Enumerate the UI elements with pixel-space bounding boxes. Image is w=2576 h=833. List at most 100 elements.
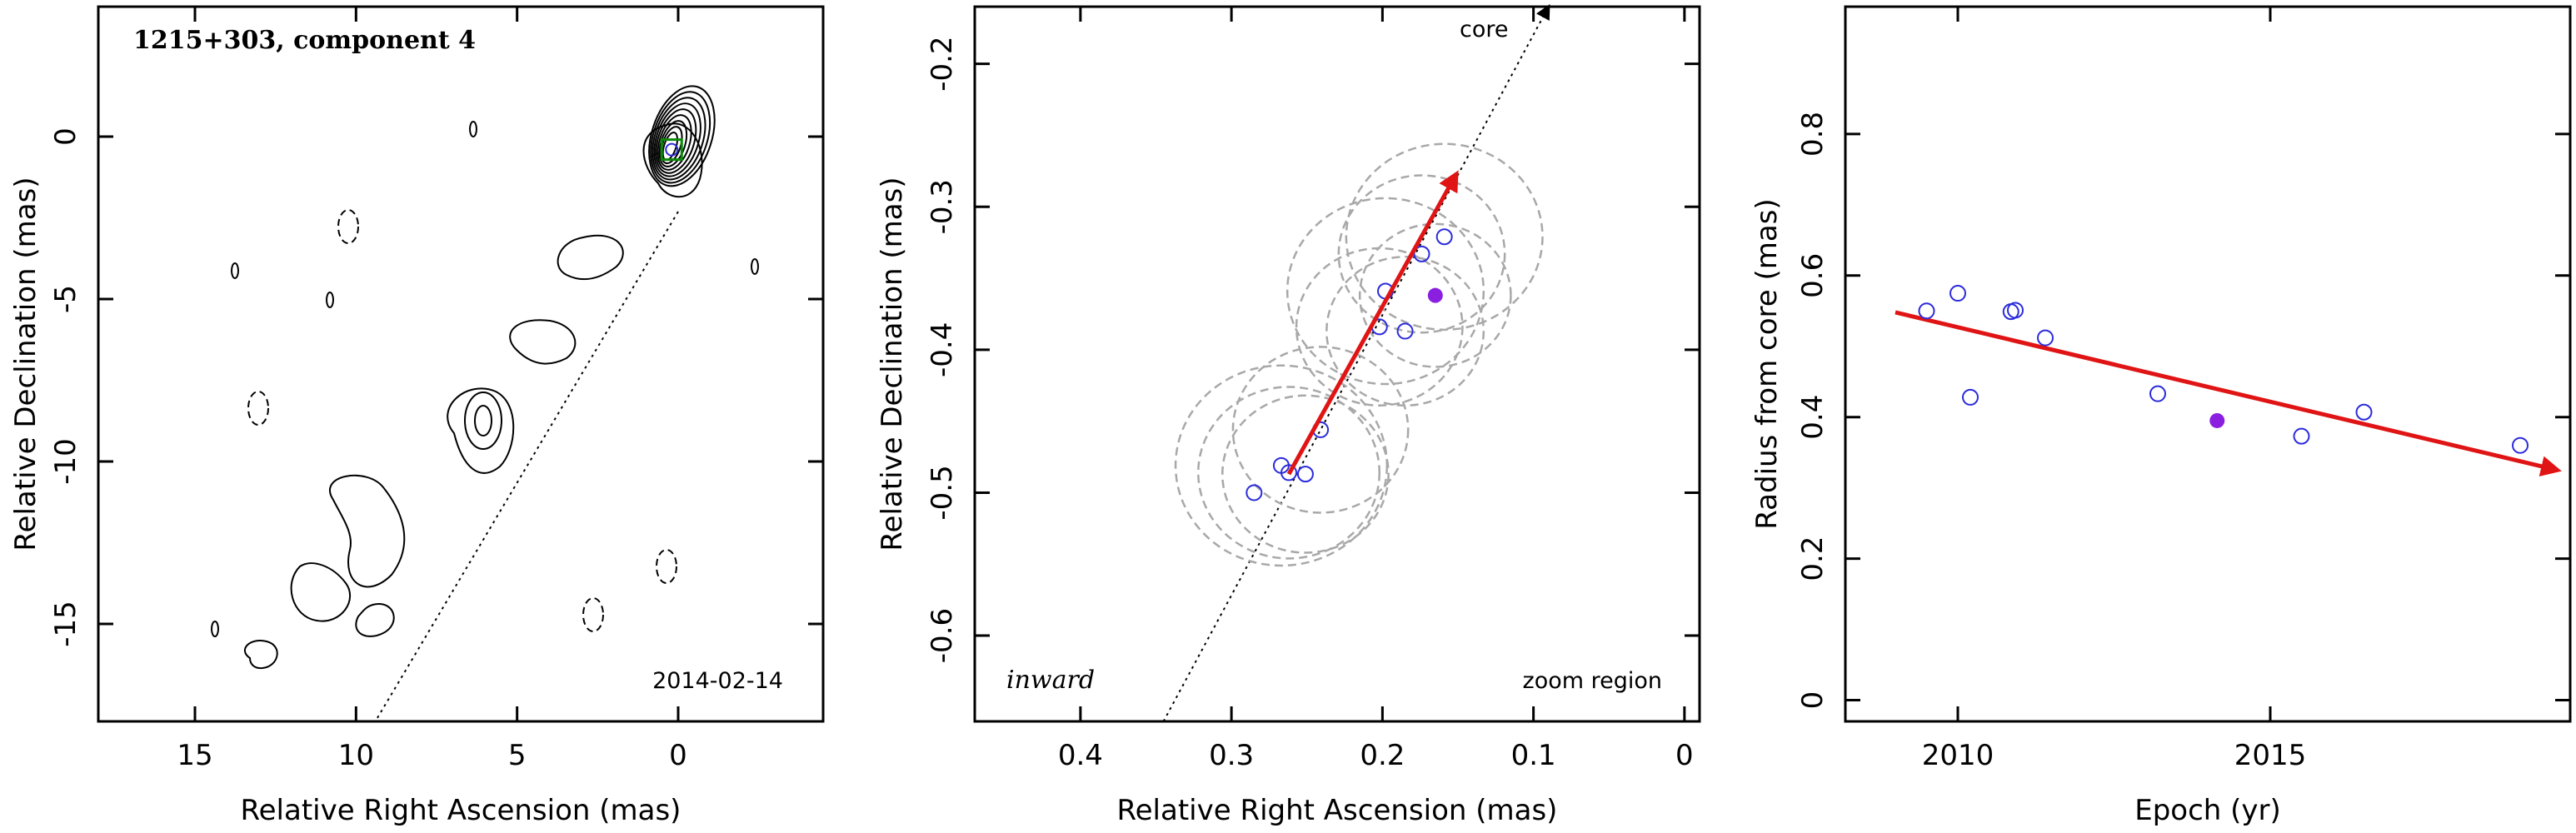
panel3-y-axis-label: Radius from core (mas): [1750, 198, 1784, 529]
noise-contour: [231, 262, 239, 279]
panel3-axis-ticks: 2010 2015 0 0.2 0.4 0.6 0.8: [1796, 7, 2570, 772]
position-error-circle: [1345, 142, 1544, 332]
panel2-y-axis-label: Relative Declination (mas): [876, 177, 909, 551]
panel3-xtick-label: 2010: [1922, 739, 1994, 772]
negative-contour: [337, 209, 359, 244]
radius-point: [2037, 329, 2054, 347]
panel3-ytick-label: 0.6: [1796, 253, 1830, 298]
panel2-ytick-label: -0.5: [926, 465, 959, 520]
position-error-circle: [1358, 222, 1512, 368]
position-point: [1435, 228, 1453, 246]
panel-radius-vs-epoch: 2010 2015 0 0.2 0.4 0.6 0.8 Epoch (yr) Radius …: [1750, 5, 2572, 827]
position-point: [1396, 322, 1414, 340]
jet-contour-blob: [329, 474, 406, 588]
panel1-frame: [97, 5, 825, 723]
panel1-title: 1215+303, component 4: [133, 26, 476, 55]
jet-contour-inner: [474, 405, 492, 436]
position-error-circle: [1286, 197, 1485, 386]
panel2-frame: [973, 5, 1701, 723]
radius-point: [2512, 436, 2529, 454]
panel3-ytick-label: 0.8: [1796, 112, 1830, 157]
position-point: [1281, 464, 1297, 481]
negative-contour: [582, 597, 604, 632]
radius-point: [2007, 302, 2024, 319]
panel2-ytick-label: -0.6: [926, 608, 959, 663]
position-error-circle: [1197, 386, 1380, 560]
core-contour: [656, 114, 692, 171]
panel1-y-axis-label: Relative Declination (mas): [9, 177, 42, 551]
core-contour: [660, 126, 683, 164]
jet-contour-blob: [290, 562, 351, 622]
position-error-circle: [1295, 247, 1464, 407]
panel3-xtick-label: 2015: [2234, 739, 2307, 772]
position-error-circle: [1221, 394, 1390, 554]
position-point: [1413, 245, 1430, 262]
jet-contour-blob: [642, 122, 703, 198]
noise-contour: [751, 258, 759, 275]
core-contour: [650, 91, 711, 184]
core-contour: [655, 108, 697, 174]
position-point: [1246, 484, 1263, 501]
component-marker: [660, 138, 683, 162]
panel3-marks: [1895, 285, 2562, 476]
panel1-xtick-label: 10: [338, 739, 374, 772]
panel1-ytick-label: -5: [49, 285, 82, 313]
panel2-marks: [1162, 3, 1550, 722]
position-point: [1296, 466, 1314, 483]
panel2-xtick-label: 0.1: [1511, 739, 1556, 772]
contour-layer: [211, 85, 759, 670]
radius-point: [2149, 385, 2166, 402]
panel2-xtick-label: 0: [1675, 739, 1694, 772]
panel3-ytick-label: 0: [1796, 691, 1830, 710]
panel1-xtick-label: 15: [177, 739, 212, 772]
panel1-axis-ticks: 15 10 5 0 0 -5 -10 -15: [49, 7, 823, 772]
panel2-axis-ticks: 0.4 0.3 0.2 0.1 0 -0.2 -0.3 -0.4 -0.5 -0.6: [926, 7, 1700, 772]
panel-contour-map: 15 10 5 0 0 -5 -10 -15 1215+303, component 4 20…: [9, 5, 825, 827]
radius-point: [1962, 388, 1979, 406]
jet-contour-blob: [447, 387, 515, 474]
jet-contour-blob: [509, 319, 577, 365]
panel3-x-axis-label: Epoch (yr): [2134, 794, 2281, 827]
position-error-circle: [1325, 256, 1485, 407]
core-contour: [651, 97, 706, 181]
radius-point: [1918, 302, 1935, 320]
position-error-circle: [1337, 174, 1506, 334]
panel1-marks: [374, 138, 683, 722]
fit-arrow: [1895, 310, 2562, 476]
panel1-xtick-label: 5: [508, 739, 527, 772]
panel2-xtick-label: 0.4: [1058, 739, 1103, 772]
negative-contour: [247, 391, 269, 426]
panel2-ytick-label: -0.3: [926, 179, 959, 234]
panel2-ytick-label: -0.4: [926, 322, 959, 377]
panel1-ytick-label: -10: [49, 438, 82, 485]
highlight-point: [1427, 287, 1443, 303]
panel1-ytick-label: 0: [49, 127, 82, 146]
panel-zoom-region: 0.4 0.3 0.2 0.1 0 -0.2 -0.3 -0.4 -0.5 -0.6 core i…: [876, 3, 1701, 827]
position-error-circle: [1231, 346, 1410, 514]
noise-contour: [326, 292, 334, 308]
panel2-x-axis-label: Relative Right Ascension (mas): [1117, 794, 1558, 827]
noise-contour: [469, 121, 477, 137]
panel1-xtick-label: 0: [669, 739, 687, 772]
jet-direction-line: [374, 211, 679, 722]
jet-contour-inner: [464, 392, 502, 450]
panel2-xtick-label: 0.3: [1209, 739, 1254, 772]
core-contour: [648, 85, 716, 187]
panel1-x-axis-label: Relative Right Ascension (mas): [241, 794, 681, 827]
core-direction-line: [1162, 3, 1550, 722]
negative-contour: [656, 549, 677, 584]
proper-motion-arrow: [1286, 170, 1459, 476]
jet-contour-blob: [243, 640, 278, 670]
panel2-xtick-label: 0.2: [1360, 739, 1405, 772]
highlight-point: [2209, 412, 2225, 428]
noise-contour: [211, 621, 219, 637]
zoom-region-label: zoom region: [1523, 668, 1662, 694]
panel3-frame: [1844, 5, 2572, 723]
core-contour: [653, 102, 701, 177]
core-label: core: [1460, 17, 1508, 42]
panel3-ytick-label: 0.4: [1796, 395, 1830, 440]
panel3-ytick-label: 0.2: [1796, 536, 1830, 581]
radius-point: [2355, 403, 2373, 421]
radius-point: [2293, 427, 2310, 445]
